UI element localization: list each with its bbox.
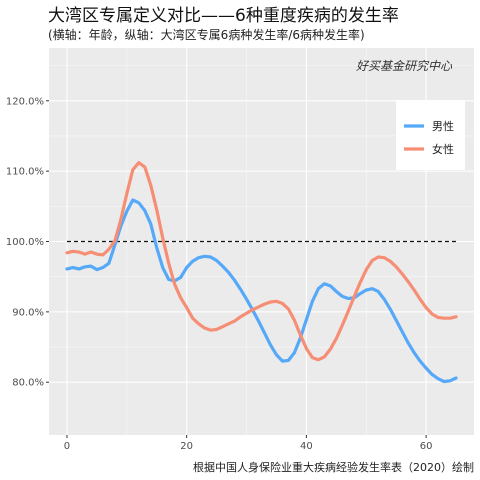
chart-title: 大湾区专属定义对比——6种重度疾病的发生率 bbox=[48, 6, 399, 26]
legend-label: 男性 bbox=[432, 119, 454, 133]
y-tick-label: 100.0% bbox=[6, 237, 44, 248]
x-tick-label: 60 bbox=[420, 441, 433, 452]
chart-subtitle: (横轴：年龄，纵轴：大湾区专属6病种发生率/6病种发生率) bbox=[48, 27, 365, 42]
series-layer bbox=[65, 161, 458, 384]
x-axis: 0 20 40 60 bbox=[64, 435, 433, 452]
x-tick-label: 20 bbox=[180, 441, 193, 452]
series-line-male bbox=[65, 198, 458, 384]
y-tick-label: 80.0% bbox=[12, 378, 44, 389]
series-line-female bbox=[65, 161, 458, 362]
x-tick-label: 40 bbox=[300, 441, 313, 452]
x-tick-label: 0 bbox=[64, 441, 70, 452]
y-tick-label: 110.0% bbox=[6, 167, 44, 178]
y-tick-label: 90.0% bbox=[12, 307, 44, 318]
legend-label: 女性 bbox=[432, 142, 454, 156]
y-tick-label: 120.0% bbox=[6, 96, 44, 107]
chart-caption: 根据中国人身保险业重大疾病经验发生率表（2020）绘制 bbox=[193, 460, 474, 474]
watermark: 好买基金研究中心 bbox=[356, 59, 453, 73]
y-axis: 80.0% 90.0% 100.0% 110.0% 120.0% bbox=[6, 96, 49, 389]
legend-box bbox=[396, 100, 465, 170]
